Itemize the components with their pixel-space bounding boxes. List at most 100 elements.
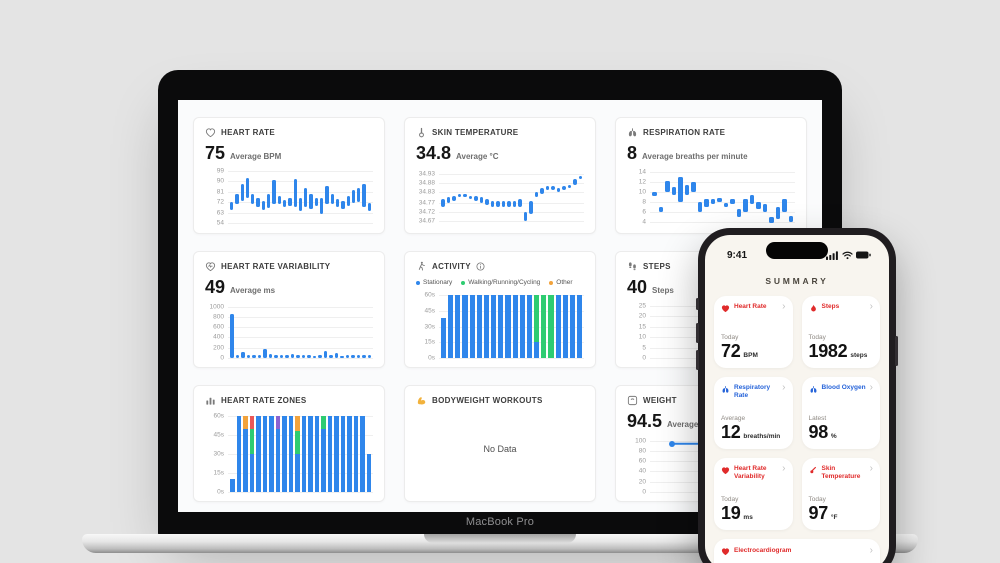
bar-segment	[347, 415, 352, 492]
bar	[704, 199, 709, 207]
bar-column	[446, 170, 450, 224]
card-header: RESPIRATION RATE	[627, 127, 795, 138]
bar-column	[463, 170, 467, 224]
card-title: BODYWEIGHT WORKOUTS	[432, 396, 543, 405]
bar-column	[540, 170, 544, 224]
bar-column	[341, 170, 345, 224]
bar	[268, 354, 272, 358]
bar-segment	[541, 295, 547, 358]
phone-card-electrocardiogram[interactable]: Electrocardiogram ›	[714, 539, 880, 563]
phone-card-skin-temperature[interactable]: Skin Temperature › Today 97 °F	[801, 458, 880, 530]
bar-column	[256, 170, 260, 224]
card-heart-rate: HEART RATE 75 Average BPM 99 90 81 72 63 54	[193, 117, 385, 234]
stacked-bar	[314, 412, 319, 492]
phone-card-header: Electrocardiogram ›	[721, 546, 873, 556]
bar-column	[534, 170, 538, 224]
action-button[interactable]	[696, 298, 699, 310]
bar	[362, 183, 366, 207]
info-icon[interactable]	[476, 262, 485, 271]
card-heart-rate-variability: HEART RATE VARIABILITY 49 Average ms 100…	[193, 251, 385, 368]
stacked-bar	[288, 412, 293, 492]
bar-segment	[519, 295, 525, 358]
gridline	[439, 221, 584, 223]
bar-segment	[569, 295, 575, 358]
bar-column	[330, 170, 334, 224]
bar	[351, 355, 355, 358]
chevron-right-icon: ›	[782, 382, 786, 393]
y-tick-label: 0	[642, 354, 646, 362]
bar-column	[235, 304, 239, 358]
thermometer-icon	[809, 466, 818, 475]
card-title: ACTIVITY	[432, 262, 471, 271]
bar	[257, 354, 261, 358]
card-title: SKIN TEMPERATURE	[432, 128, 519, 137]
gridline	[228, 191, 373, 193]
bar	[578, 175, 582, 180]
bar	[345, 355, 349, 358]
bar-column	[452, 170, 456, 224]
bar-segment	[269, 415, 274, 492]
y-tick-label: 15s	[424, 338, 435, 346]
bar	[246, 354, 250, 358]
phone-card-value: 72 BPM	[721, 341, 786, 362]
y-tick-label: 60s	[213, 412, 224, 420]
stacked-bar	[360, 412, 365, 492]
phone-card-steps[interactable]: Steps › Today 1982 steps	[801, 296, 880, 368]
bar	[293, 179, 297, 207]
bar	[518, 199, 522, 207]
y-tick-label: 1000	[209, 303, 224, 311]
stacked-bar	[269, 412, 274, 492]
bar-segment	[256, 415, 261, 492]
y-tick-label: 20	[638, 312, 646, 320]
bar-column	[251, 170, 255, 224]
y-tick-label: 800	[213, 313, 224, 321]
bicep-icon	[416, 395, 427, 406]
stacked-bar	[321, 412, 326, 492]
phone-card-value: 97 °F	[809, 503, 874, 524]
bar-column	[241, 304, 245, 358]
power-button[interactable]	[895, 336, 898, 366]
stacked-bar	[519, 292, 525, 358]
bar	[457, 193, 461, 198]
bar-column	[567, 170, 571, 224]
y-tick-label: 8	[642, 198, 646, 206]
bar-column	[367, 170, 372, 224]
chevron-right-icon: ›	[869, 463, 873, 474]
bar	[272, 180, 276, 205]
y-tick-label: 5	[642, 344, 646, 352]
bar-column	[230, 304, 234, 358]
legend-label: Walking/Running/Cycling	[468, 279, 541, 286]
phone-card-value: 12 breaths/min	[721, 422, 786, 443]
summary-title: SUMMARY	[765, 276, 829, 286]
phone-card-respiratory-rate[interactable]: Respiratory Rate › Average 12 breaths/min	[714, 377, 793, 449]
bar-segment	[498, 295, 504, 358]
bar	[367, 203, 372, 212]
phone-card-heart-rate[interactable]: Heart Rate › Today 72 BPM	[714, 296, 793, 368]
bar	[496, 201, 500, 207]
phone-card-period: Today	[721, 334, 739, 341]
bar-segment	[275, 415, 280, 429]
heart-outline-icon	[205, 127, 216, 138]
y-tick-label: 34.83	[418, 188, 435, 196]
y-tick-label: 15	[638, 323, 646, 331]
phone-card-hrv[interactable]: Heart Rate Variability › Today 19 ms	[714, 458, 793, 530]
volume-down-button[interactable]	[696, 350, 699, 370]
heart-rate-chart: 99 90 81 72 63 54	[205, 168, 373, 226]
value-number: 75	[205, 143, 226, 163]
bar-column	[345, 304, 349, 358]
stacked-bar	[562, 292, 568, 358]
bar-segment	[243, 415, 248, 429]
y-tick-label: 34.72	[418, 208, 435, 216]
y-tick-label: 0s	[217, 488, 224, 496]
bar-segment	[353, 415, 358, 492]
stacked-bar	[469, 292, 475, 358]
bar-column	[298, 170, 303, 224]
stacked-bar	[249, 412, 254, 492]
bar	[309, 194, 313, 210]
chevron-right-icon: ›	[869, 382, 873, 393]
volume-up-button[interactable]	[696, 323, 699, 343]
iphone-screen: 9:41 SUMMARY Heart Rate › Today	[705, 235, 889, 563]
phone-card-label: Skin Temperature	[821, 465, 861, 481]
phone-card-blood-oxygen[interactable]: Blood Oxygen › Latest 98%	[801, 377, 880, 449]
bar-chart-icon	[205, 395, 216, 406]
